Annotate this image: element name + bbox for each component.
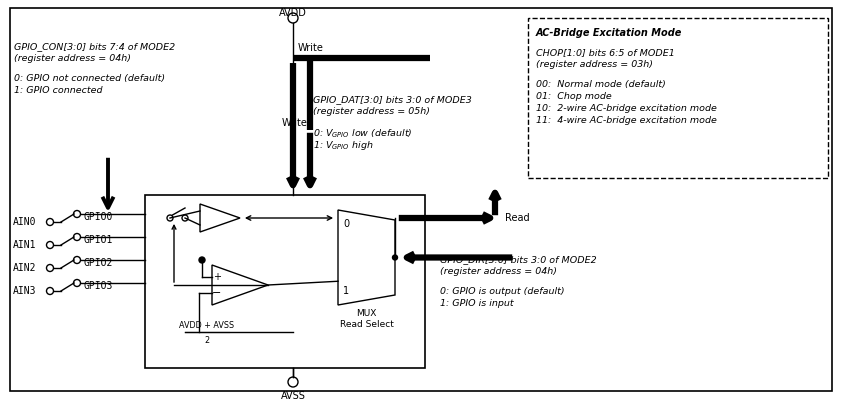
- Text: (register address = 03h): (register address = 03h): [536, 60, 653, 69]
- Text: 0: GPIO is output (default): 0: GPIO is output (default): [440, 287, 565, 296]
- Text: Write: Write: [298, 43, 324, 53]
- Text: AIN2: AIN2: [13, 263, 36, 273]
- Text: AVSS: AVSS: [280, 391, 306, 401]
- Text: 0: 0: [343, 219, 349, 229]
- Text: GPIO_DAT[3:0] bits 3:0 of MODE3: GPIO_DAT[3:0] bits 3:0 of MODE3: [313, 95, 472, 104]
- Text: AIN3: AIN3: [13, 286, 36, 296]
- Text: AC-Bridge Excitation Mode: AC-Bridge Excitation Mode: [536, 28, 683, 38]
- Text: 0: GPIO not connected (default): 0: GPIO not connected (default): [14, 74, 165, 83]
- Text: (register address = 05h): (register address = 05h): [313, 107, 430, 116]
- Text: Read: Read: [505, 213, 530, 223]
- Text: +: +: [213, 272, 221, 282]
- Text: GPIO_CON[3:0] bits 7:4 of MODE2: GPIO_CON[3:0] bits 7:4 of MODE2: [14, 42, 175, 51]
- Text: 1: $V_{GPIO}$ high: 1: $V_{GPIO}$ high: [313, 139, 373, 152]
- Text: CHOP[1:0] bits 6:5 of MODE1: CHOP[1:0] bits 6:5 of MODE1: [536, 48, 674, 57]
- Text: −: −: [213, 288, 222, 298]
- Circle shape: [392, 255, 398, 260]
- Bar: [528, 18, 828, 178]
- Text: 0: $V_{GPIO}$ low (default): 0: $V_{GPIO}$ low (default): [313, 127, 413, 140]
- Text: 10:  2-wire AC-bridge excitation mode: 10: 2-wire AC-bridge excitation mode: [536, 104, 717, 113]
- Circle shape: [199, 257, 205, 263]
- Text: 1: GPIO is input: 1: GPIO is input: [440, 299, 514, 308]
- Text: AVDD: AVDD: [279, 8, 307, 18]
- Text: AIN1: AIN1: [13, 240, 36, 250]
- Text: Read Select: Read Select: [339, 320, 393, 329]
- Text: 01:  Chop mode: 01: Chop mode: [536, 92, 612, 101]
- Text: GPIO2: GPIO2: [84, 258, 113, 268]
- Text: GPIO3: GPIO3: [84, 281, 113, 291]
- Text: 1: GPIO connected: 1: GPIO connected: [14, 86, 102, 95]
- Text: AIN0: AIN0: [13, 217, 36, 227]
- Text: 2: 2: [204, 336, 209, 345]
- Bar: [145, 195, 425, 368]
- Text: GPIO1: GPIO1: [84, 235, 113, 245]
- Text: MUX: MUX: [356, 309, 376, 318]
- Text: GPIO0: GPIO0: [84, 212, 113, 222]
- Text: (register address = 04h): (register address = 04h): [440, 267, 557, 276]
- Text: 11:  4-wire AC-bridge excitation mode: 11: 4-wire AC-bridge excitation mode: [536, 116, 717, 125]
- Text: GPIO_DIR[3:0] bits 3:0 of MODE2: GPIO_DIR[3:0] bits 3:0 of MODE2: [440, 255, 597, 264]
- Text: 00:  Normal mode (default): 00: Normal mode (default): [536, 80, 666, 89]
- Text: (register address = 04h): (register address = 04h): [14, 54, 131, 63]
- Text: 1: 1: [343, 286, 349, 296]
- Text: Write: Write: [282, 118, 308, 128]
- Text: AVDD + AVSS: AVDD + AVSS: [180, 321, 235, 330]
